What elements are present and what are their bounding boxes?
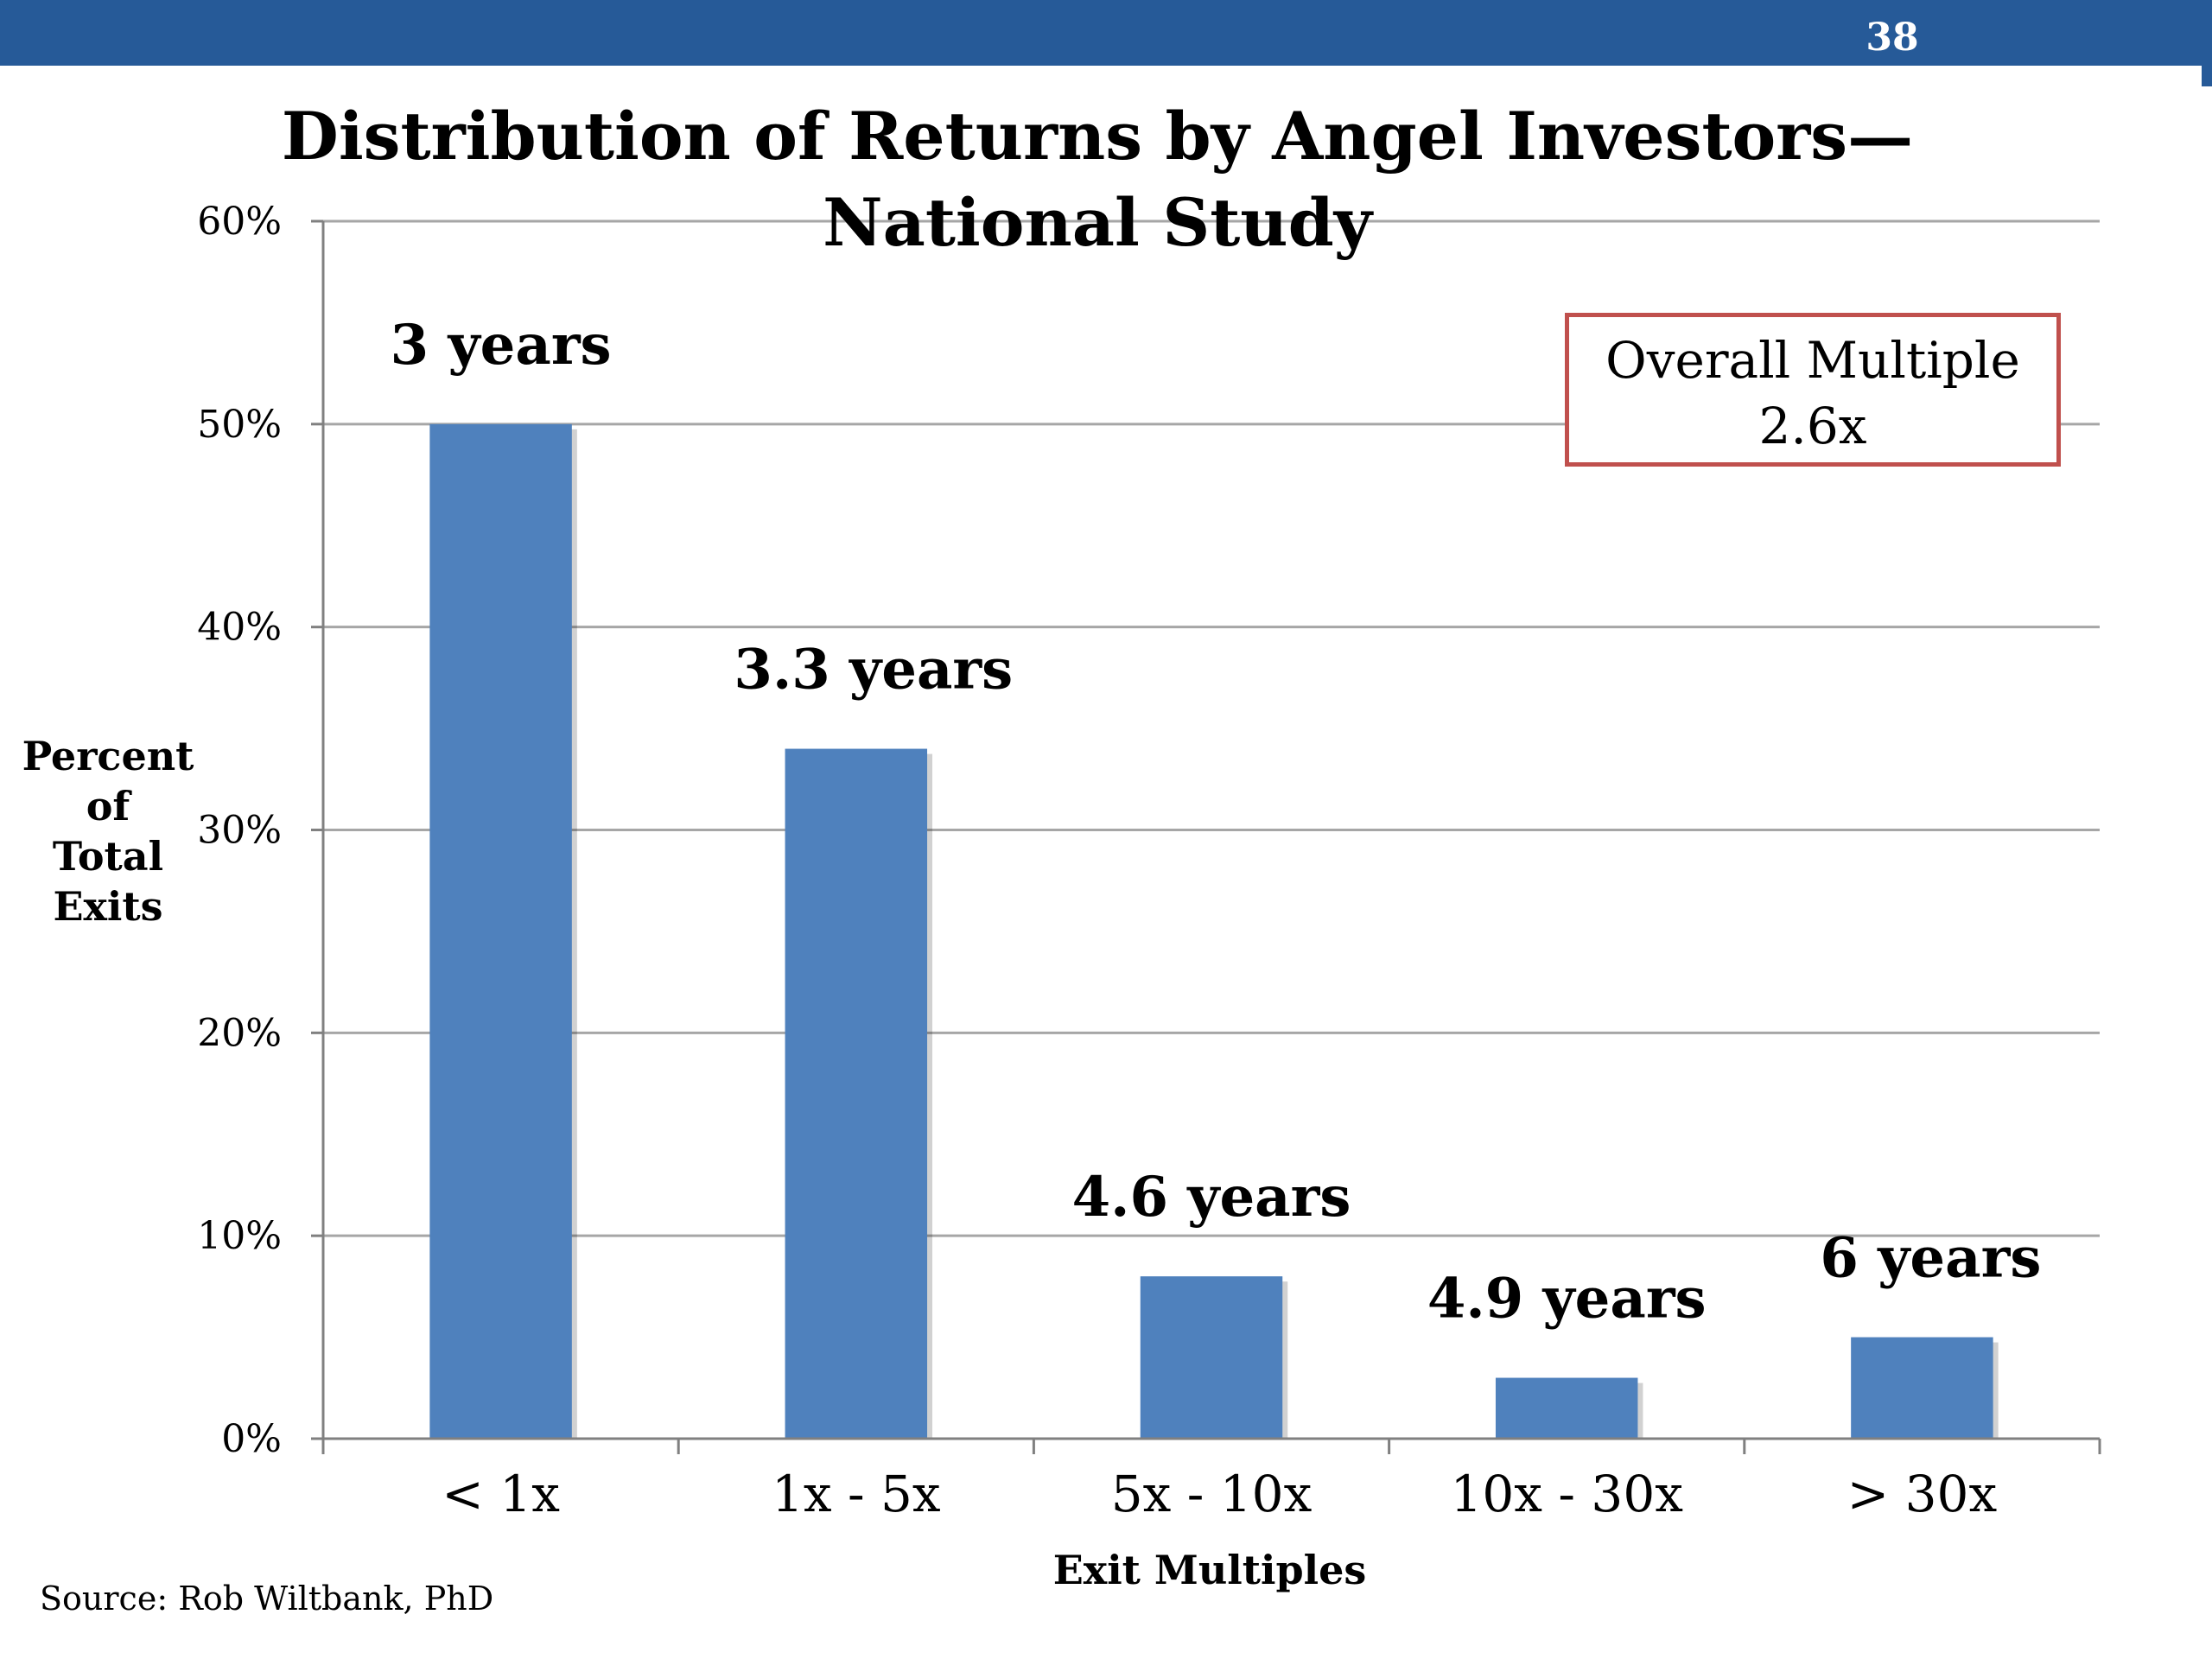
y-tick-label: 40% bbox=[197, 606, 282, 650]
header-bar-edge bbox=[2202, 66, 2212, 86]
y-tick-label: 0% bbox=[221, 1417, 282, 1461]
chart-title-line1: Distribution of Returns by Angel Investo… bbox=[281, 98, 1914, 175]
source-note: Source: Rob Wiltbank, PhD bbox=[40, 1580, 494, 1618]
bar bbox=[1140, 1276, 1283, 1439]
data-labels: 3 years 3.3 years 4.6 years 4.9 years 6 year… bbox=[391, 313, 2042, 1332]
x-tick-label: > 30x bbox=[1847, 1465, 1998, 1523]
y-tick-label: 10% bbox=[197, 1214, 282, 1258]
bars bbox=[429, 423, 1999, 1439]
y-axis-title-line: Total bbox=[52, 833, 164, 880]
bar bbox=[1495, 1377, 1638, 1439]
bar bbox=[429, 423, 572, 1439]
y-axis-title-line: of bbox=[86, 783, 130, 830]
y-tick-labels: 0% 10% 20% 30% 40% 50% 60% bbox=[197, 200, 282, 1461]
x-tick-label: 1x - 5x bbox=[772, 1465, 941, 1523]
y-axis-title: Percent of Total Exits bbox=[17, 731, 199, 931]
callout-line2: 2.6x bbox=[1758, 397, 1867, 455]
y-tick-label: 30% bbox=[197, 809, 282, 853]
x-tick-label: < 1x bbox=[442, 1465, 560, 1523]
data-label: 4.6 years bbox=[1072, 1165, 1351, 1230]
callout-line1: Overall Multiple bbox=[1605, 331, 2020, 390]
chart-title-line2: National Study bbox=[823, 184, 1372, 261]
header-bar bbox=[0, 0, 2212, 66]
category-labels: < 1x 1x - 5x 5x - 10x 10x - 30x > 30x bbox=[442, 1465, 1997, 1523]
bar bbox=[785, 748, 928, 1439]
y-axis-title-line: Percent bbox=[22, 733, 194, 779]
y-axis-title-line: Exits bbox=[53, 883, 163, 930]
y-tick-label: 50% bbox=[197, 403, 282, 447]
axes bbox=[311, 219, 2101, 1454]
data-label: 3 years bbox=[391, 313, 612, 378]
data-label: 3.3 years bbox=[734, 638, 1013, 702]
chart-title: Distribution of Returns by Angel Investo… bbox=[259, 93, 1936, 266]
overall-multiple-callout: Overall Multiple 2.6x bbox=[1565, 313, 2061, 467]
data-label: 6 years bbox=[1820, 1226, 2041, 1291]
slide-number: 38 bbox=[1866, 16, 1919, 60]
bar bbox=[1851, 1337, 1993, 1439]
data-label: 4.9 years bbox=[1427, 1267, 1707, 1332]
y-tick-label: 60% bbox=[197, 200, 282, 244]
x-tick-label: 5x - 10x bbox=[1111, 1465, 1313, 1523]
x-tick-label: 10x - 30x bbox=[1450, 1465, 1683, 1523]
y-tick-label: 20% bbox=[197, 1011, 282, 1055]
x-axis-title: Exit Multiples bbox=[1052, 1547, 1367, 1593]
